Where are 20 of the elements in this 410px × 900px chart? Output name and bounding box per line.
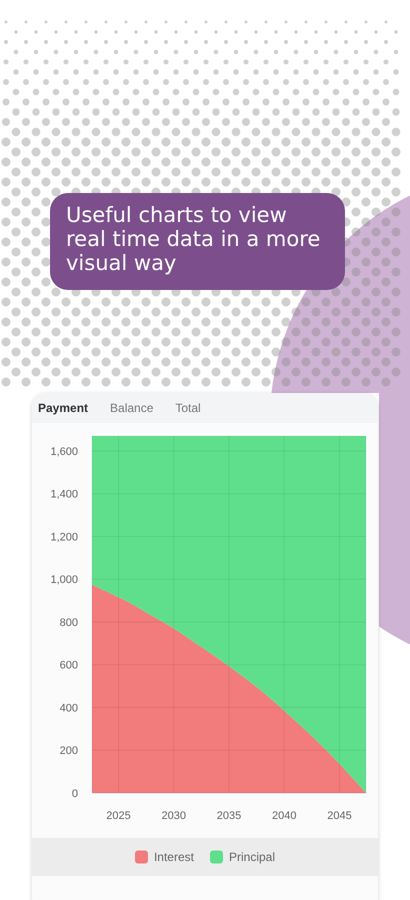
x-tick-label: 2030 — [162, 810, 186, 822]
y-tick-label: 0 — [72, 788, 78, 800]
y-tick-label: 1,000 — [50, 574, 78, 586]
y-tick-label: 800 — [60, 616, 78, 629]
y-tick-label: 1,600 — [50, 446, 78, 458]
legend-label: Principal — [229, 850, 276, 864]
x-tick-label: 2045 — [327, 810, 352, 822]
x-tick-label: 2025 — [106, 810, 131, 822]
text: Total — [175, 401, 201, 415]
y-tick-label: 400 — [60, 702, 78, 714]
y-tick-label: 1,400 — [50, 488, 78, 501]
chart-title: Useful charts to view real time data in a more visual way — [66, 203, 320, 275]
text: Balance — [110, 401, 154, 415]
legend-label: Interest — [154, 850, 195, 864]
text: Payment — [38, 401, 88, 415]
x-tick-label: 2040 — [272, 810, 296, 822]
y-tick-label: 600 — [60, 660, 78, 672]
y-tick-label: 200 — [60, 745, 78, 758]
y-tick-label: 1,200 — [50, 531, 78, 544]
x-tick-label: 2035 — [216, 810, 242, 822]
